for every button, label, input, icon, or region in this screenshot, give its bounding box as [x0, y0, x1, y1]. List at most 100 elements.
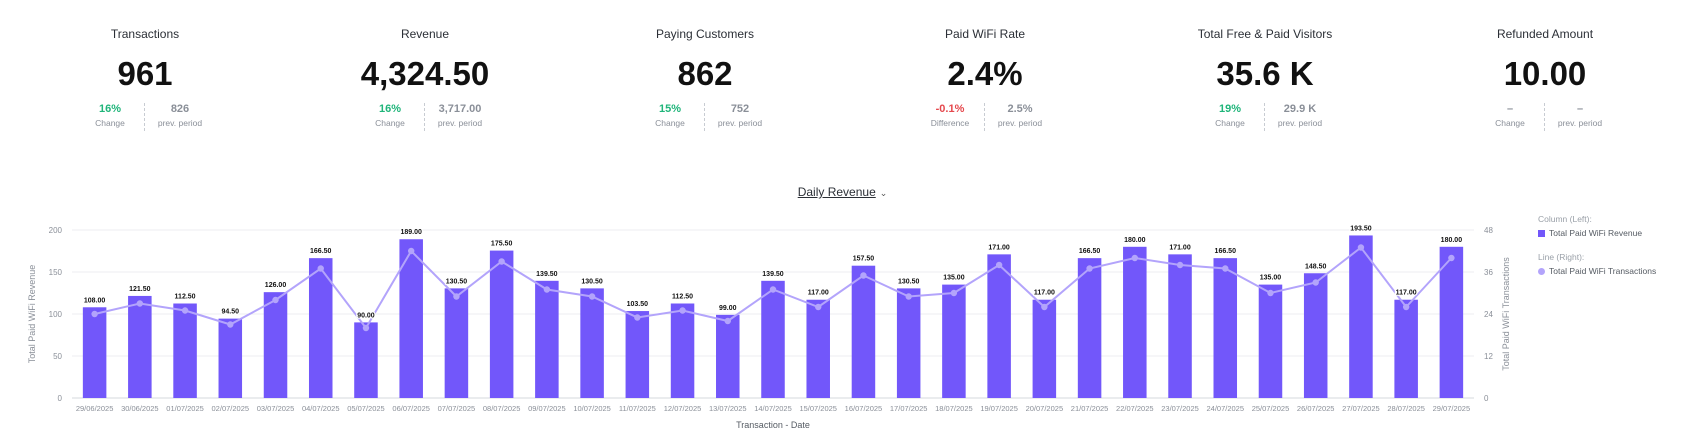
x-tick-label: 08/07/2025	[483, 404, 521, 413]
line-point[interactable]	[769, 286, 777, 293]
bar[interactable]	[263, 292, 288, 398]
bar[interactable]	[1394, 299, 1418, 398]
line-point[interactable]	[1267, 289, 1274, 297]
x-tick-label: 24/07/2025	[1206, 404, 1244, 413]
line-point[interactable]	[1176, 261, 1184, 269]
bar[interactable]	[1077, 258, 1102, 398]
bar-data-label: 135.00	[943, 275, 965, 282]
line-point[interactable]	[860, 272, 867, 279]
bar[interactable]	[1213, 258, 1238, 398]
bar[interactable]	[896, 288, 921, 398]
x-tick-label: 20/07/2025	[1026, 404, 1064, 413]
line-point[interactable]	[453, 293, 460, 300]
bar[interactable]	[399, 239, 423, 398]
bar[interactable]	[987, 254, 1011, 398]
line-point[interactable]	[815, 303, 822, 311]
line-point[interactable]	[679, 307, 686, 314]
x-tick-label: 14/07/2025	[754, 404, 792, 413]
bar[interactable]	[1123, 246, 1147, 398]
bar[interactable]	[761, 280, 785, 398]
bar-data-label: 180.00	[1124, 237, 1146, 244]
bar[interactable]	[354, 322, 378, 398]
kpi-prev-value: 752	[730, 103, 750, 115]
line-point[interactable]	[634, 314, 641, 321]
bar[interactable]	[1258, 284, 1283, 398]
bar[interactable]	[851, 265, 876, 398]
line-point[interactable]	[362, 324, 370, 332]
line-point[interactable]	[1402, 303, 1410, 311]
kpi-divider	[704, 103, 705, 131]
line-point[interactable]	[1131, 254, 1139, 262]
chart-selector-label[interactable]: Daily Revenue	[797, 185, 876, 199]
bar-data-label: 99.00	[719, 305, 737, 312]
bar[interactable]	[806, 299, 830, 398]
chevron-down-icon[interactable]: ⌄	[879, 188, 888, 198]
x-tick-label: 19/07/2025	[980, 404, 1018, 413]
bar[interactable]	[444, 288, 469, 398]
bar[interactable]	[173, 303, 197, 399]
bar-data-label: 166.50	[1215, 248, 1237, 255]
x-tick-label: 21/07/2025	[1071, 404, 1109, 413]
kpi-change-value: 16%	[98, 103, 122, 115]
kpi-value: 4,324.50	[360, 55, 490, 92]
bar[interactable]	[1032, 299, 1057, 398]
kpi-prev-caption: prev. period	[157, 118, 203, 128]
x-tick-label: 11/07/2025	[619, 404, 656, 413]
bar[interactable]	[1349, 235, 1373, 398]
chart-selector[interactable]: Daily Revenue ⌄	[0, 185, 1685, 199]
line-point[interactable]	[181, 307, 189, 314]
line-point[interactable]	[407, 247, 415, 255]
legend-item-transactions[interactable]: Total Paid WiFi Transactions	[1538, 266, 1683, 276]
line-point[interactable]	[91, 310, 98, 318]
bar[interactable]	[308, 258, 333, 398]
legend-dot-icon	[1538, 267, 1545, 275]
line-point[interactable]	[724, 317, 731, 325]
line-point[interactable]	[1312, 279, 1319, 286]
line-point[interactable]	[227, 321, 234, 328]
bar[interactable]	[1439, 246, 1464, 398]
line-point[interactable]	[588, 293, 596, 300]
bar[interactable]	[670, 303, 695, 399]
line-point[interactable]	[317, 265, 324, 272]
line-point[interactable]	[1222, 265, 1229, 272]
line-point[interactable]	[543, 286, 551, 293]
kpi-change: 16% Change	[355, 103, 425, 128]
line-point[interactable]	[950, 289, 958, 297]
bar[interactable]	[625, 311, 650, 398]
legend-item-label: Total Paid WiFi Revenue	[1549, 228, 1643, 238]
line-point[interactable]	[905, 293, 912, 300]
bar[interactable]	[716, 314, 740, 398]
line-point[interactable]	[1041, 303, 1048, 311]
bar[interactable]	[128, 295, 152, 398]
kpi-change-caption: Change	[95, 118, 125, 128]
bar[interactable]	[489, 250, 514, 398]
y2-tick-label: 0	[1484, 394, 1489, 403]
bar[interactable]	[82, 307, 107, 398]
x-axis-label: Transaction - Date	[736, 420, 810, 430]
kpi-label: Transactions	[110, 27, 180, 41]
y2-tick-label: 24	[1484, 310, 1493, 319]
kpi-change: -0.1% Difference	[915, 103, 985, 128]
y2-axis-label: Total Paid WiFi Transactions	[1501, 257, 1511, 371]
line-point[interactable]	[995, 261, 1003, 269]
line-point[interactable]	[1448, 254, 1455, 262]
y-tick-label: 0	[58, 394, 63, 403]
bar-data-label: 112.50	[175, 294, 196, 301]
line-point[interactable]	[136, 300, 144, 307]
bar-data-label: 166.50	[1079, 248, 1101, 255]
kpi-stats: -0.1% Difference 2.5% prev. period	[855, 103, 1115, 133]
kpi-value: 862	[677, 55, 733, 92]
bar[interactable]	[580, 288, 604, 398]
bar[interactable]	[942, 284, 966, 398]
line-point[interactable]	[272, 296, 279, 304]
legend-item-revenue[interactable]: Total Paid WiFi Revenue	[1538, 228, 1683, 238]
bar[interactable]	[1168, 254, 1192, 398]
bar-data-label: 189.00	[400, 229, 422, 236]
line-point[interactable]	[1086, 265, 1093, 272]
line-point[interactable]	[498, 258, 505, 265]
line-point[interactable]	[1357, 244, 1365, 251]
bar[interactable]	[1303, 273, 1328, 398]
bar[interactable]	[535, 280, 559, 398]
bar-data-label: 94.50	[222, 309, 240, 316]
bar[interactable]	[218, 318, 243, 398]
